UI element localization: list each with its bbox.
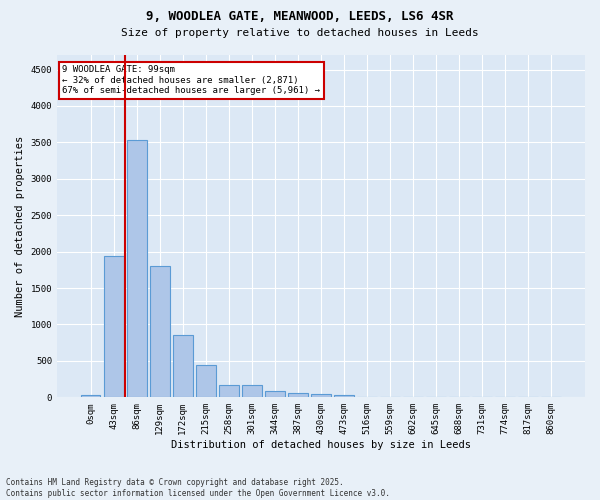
X-axis label: Distribution of detached houses by size in Leeds: Distribution of detached houses by size …: [171, 440, 471, 450]
Bar: [265, 391, 284, 398]
Text: Contains HM Land Registry data © Crown copyright and database right 2025.
Contai: Contains HM Land Registry data © Crown c…: [6, 478, 390, 498]
Bar: [288, 393, 308, 398]
Text: 9 WOODLEA GATE: 99sqm
← 32% of detached houses are smaller (2,871)
67% of semi-d: 9 WOODLEA GATE: 99sqm ← 32% of detached …: [62, 66, 320, 95]
Bar: [196, 364, 215, 398]
Bar: [173, 335, 193, 398]
Text: 9, WOODLEA GATE, MEANWOOD, LEEDS, LS6 4SR: 9, WOODLEA GATE, MEANWOOD, LEEDS, LS6 4S…: [146, 10, 454, 23]
Bar: [334, 395, 354, 398]
Bar: [311, 394, 331, 398]
Bar: [150, 266, 170, 398]
Bar: [127, 140, 146, 398]
Bar: [219, 385, 239, 398]
Bar: [81, 395, 100, 398]
Y-axis label: Number of detached properties: Number of detached properties: [15, 136, 25, 317]
Bar: [104, 256, 124, 398]
Text: Size of property relative to detached houses in Leeds: Size of property relative to detached ho…: [121, 28, 479, 38]
Bar: [242, 386, 262, 398]
